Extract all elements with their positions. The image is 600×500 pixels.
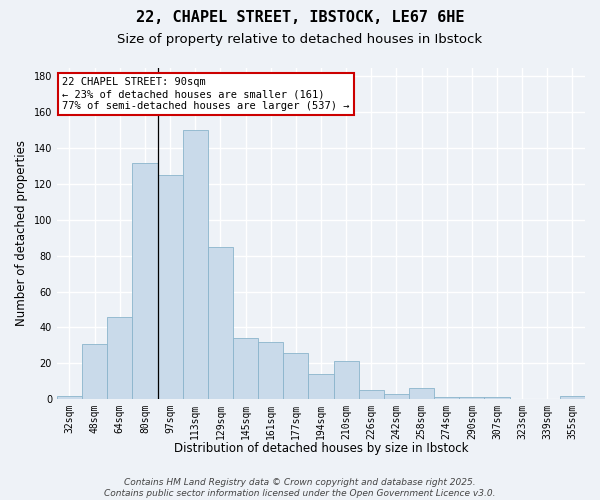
Bar	[233, 338, 258, 399]
Text: 22 CHAPEL STREET: 90sqm
← 23% of detached houses are smaller (161)
77% of semi-d: 22 CHAPEL STREET: 90sqm ← 23% of detache…	[62, 78, 350, 110]
Text: Size of property relative to detached houses in Ibstock: Size of property relative to detached ho…	[118, 32, 482, 46]
Text: Contains HM Land Registry data © Crown copyright and database right 2025.
Contai: Contains HM Land Registry data © Crown c…	[104, 478, 496, 498]
Bar	[409, 388, 434, 399]
Bar	[82, 344, 107, 399]
Bar	[560, 396, 585, 399]
Bar	[384, 394, 409, 399]
Bar	[334, 362, 359, 399]
Bar	[308, 374, 334, 399]
Bar	[133, 162, 158, 399]
Bar	[182, 130, 208, 399]
Y-axis label: Number of detached properties: Number of detached properties	[15, 140, 28, 326]
Bar	[107, 316, 133, 399]
Bar	[434, 398, 459, 399]
Bar	[57, 396, 82, 399]
Bar	[158, 175, 182, 399]
Bar	[258, 342, 283, 399]
Bar	[208, 246, 233, 399]
Bar	[484, 398, 509, 399]
Bar	[359, 390, 384, 399]
X-axis label: Distribution of detached houses by size in Ibstock: Distribution of detached houses by size …	[174, 442, 468, 455]
Text: 22, CHAPEL STREET, IBSTOCK, LE67 6HE: 22, CHAPEL STREET, IBSTOCK, LE67 6HE	[136, 10, 464, 25]
Bar	[459, 398, 484, 399]
Bar	[283, 352, 308, 399]
